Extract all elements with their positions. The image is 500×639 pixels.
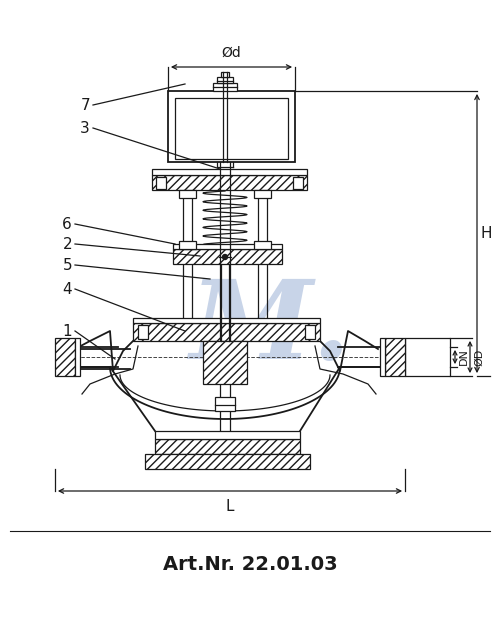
Bar	[133, 318, 320, 323]
Bar	[221, 72, 229, 77]
Bar	[179, 190, 196, 198]
Bar	[173, 249, 282, 264]
Text: 5: 5	[62, 258, 72, 272]
Text: 7: 7	[80, 98, 90, 112]
Bar	[254, 190, 271, 198]
Text: ØD: ØD	[474, 348, 484, 366]
Text: 4: 4	[62, 282, 72, 296]
Text: M.: M.	[189, 275, 351, 383]
Bar	[133, 323, 320, 341]
Text: 1: 1	[62, 323, 72, 339]
Text: Ød: Ød	[222, 46, 242, 60]
Bar	[173, 244, 282, 249]
Text: 3: 3	[80, 121, 90, 135]
Bar	[380, 338, 385, 376]
Bar	[215, 397, 235, 411]
Bar	[385, 338, 405, 376]
Bar	[254, 241, 271, 249]
Bar	[152, 169, 307, 175]
Bar	[156, 177, 166, 189]
Bar	[203, 341, 247, 384]
Bar	[305, 325, 315, 339]
Text: Art.Nr. 22.01.03: Art.Nr. 22.01.03	[162, 555, 338, 573]
Bar	[155, 431, 300, 439]
Bar	[179, 241, 196, 249]
Circle shape	[222, 254, 228, 259]
Text: 2: 2	[62, 236, 72, 252]
Bar	[293, 177, 303, 189]
Bar	[55, 338, 75, 376]
Bar	[217, 77, 233, 83]
Bar	[213, 83, 237, 91]
Bar	[405, 338, 450, 376]
Bar	[152, 175, 307, 190]
Bar	[168, 91, 295, 162]
Bar	[138, 325, 148, 339]
Text: L: L	[226, 499, 234, 514]
Text: DN: DN	[459, 348, 469, 366]
Text: H: H	[481, 226, 492, 241]
Bar	[75, 338, 80, 376]
Bar	[175, 98, 288, 159]
Bar	[145, 454, 310, 469]
Bar	[155, 439, 300, 454]
Text: 6: 6	[62, 217, 72, 231]
